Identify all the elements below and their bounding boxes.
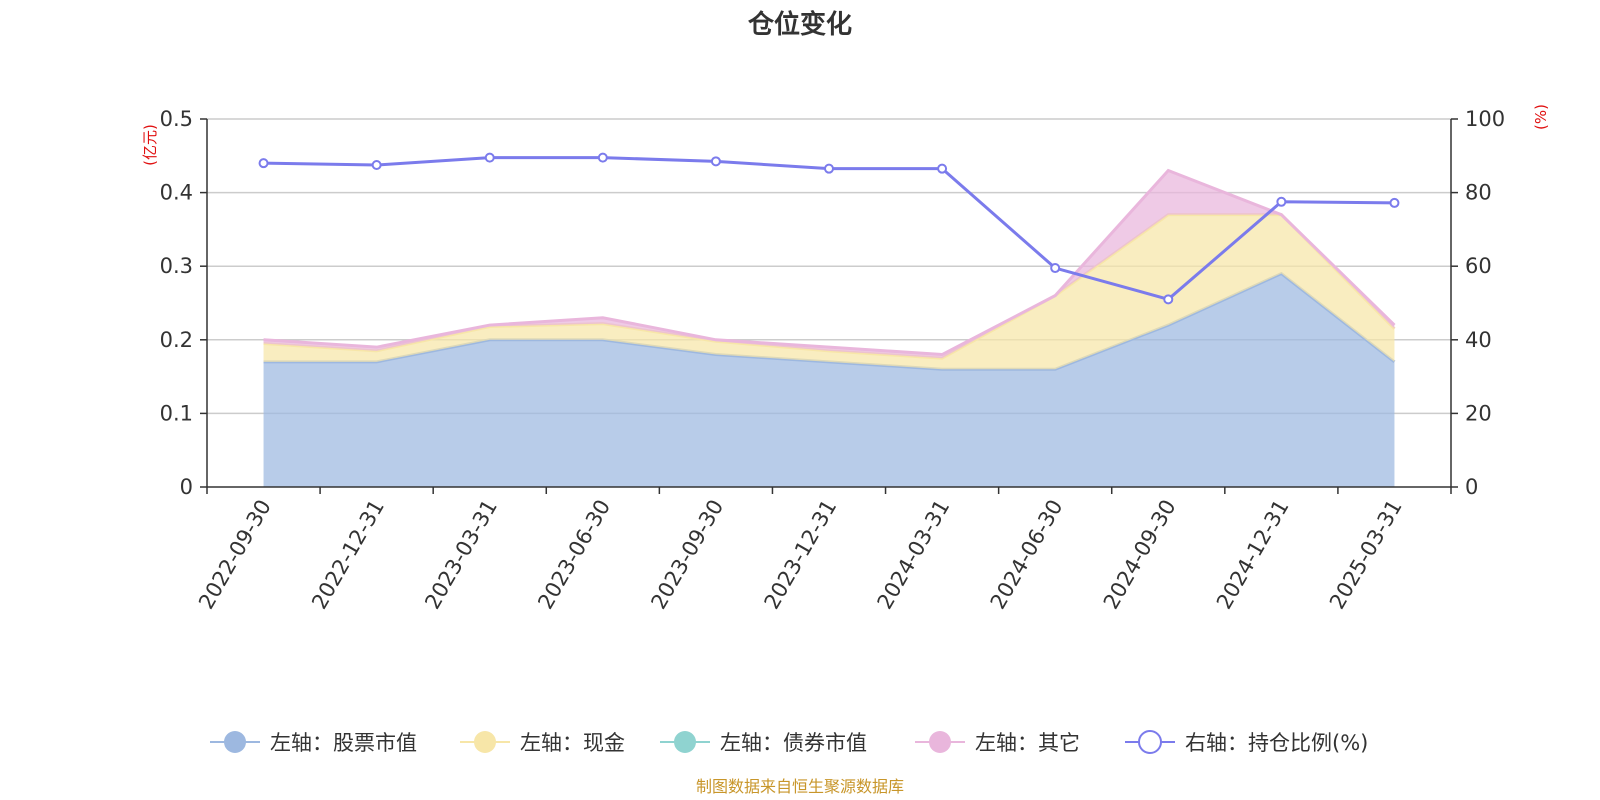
ratio-point[interactable] xyxy=(484,152,495,163)
legend-item[interactable]: 左轴：其它 xyxy=(915,731,1080,755)
right-tick-label: 60 xyxy=(1465,254,1492,278)
x-tick-label: 2023-09-30 xyxy=(646,496,728,614)
x-tick-label: 2024-12-31 xyxy=(1212,496,1294,614)
right-tick-label: 20 xyxy=(1465,401,1492,425)
legend-item[interactable]: 左轴：债券市值 xyxy=(660,731,867,755)
left-tick-label: 0 xyxy=(180,475,193,499)
x-tick-label: 2024-06-30 xyxy=(986,496,1068,614)
ratio-point[interactable] xyxy=(937,163,948,174)
area-edge xyxy=(263,168,1396,357)
legend-marker-icon xyxy=(224,731,246,753)
right-axis-unit: (%) xyxy=(1532,104,1550,130)
x-tick-label: 2024-09-30 xyxy=(1099,496,1181,614)
left-tick-label: 0.3 xyxy=(160,254,193,278)
ratio-point[interactable] xyxy=(1050,263,1061,274)
legend-marker-icon xyxy=(474,731,496,753)
x-tick-label: 2023-03-31 xyxy=(420,496,502,614)
legend-label: 左轴：其它 xyxy=(975,731,1080,755)
right-tick-label: 40 xyxy=(1465,328,1492,352)
legend-marker-icon xyxy=(1138,730,1162,754)
legend-label: 左轴：现金 xyxy=(520,731,625,755)
ratio-point[interactable] xyxy=(1276,196,1287,207)
legend[interactable]: 左轴：股票市值 左轴：现金 左轴：债券市值 左轴：其它 右轴：持仓比例(%) xyxy=(210,730,1368,755)
chart-title: 仓位变化 xyxy=(747,9,852,40)
legend-label: 左轴：债券市值 xyxy=(720,731,867,755)
right-tick-label: 0 xyxy=(1465,475,1478,499)
ratio-point[interactable] xyxy=(710,156,721,167)
x-tick-label: 2025-03-31 xyxy=(1325,496,1407,614)
left-axis-unit: (亿元) xyxy=(141,124,159,166)
left-tick-label: 0.4 xyxy=(160,181,193,205)
legend-marker-icon xyxy=(674,731,696,753)
ratio-point[interactable] xyxy=(597,152,608,163)
ratio-line xyxy=(258,152,1400,305)
stacked-areas xyxy=(263,168,1396,487)
ratio-point[interactable] xyxy=(371,160,382,170)
area-fill xyxy=(263,273,1395,487)
x-tick-label: 2022-12-31 xyxy=(307,496,389,614)
left-tick-label: 0.2 xyxy=(160,328,193,352)
data-source-note: 制图数据来自恒生聚源数据库 xyxy=(696,777,904,796)
legend-item[interactable]: 左轴：股票市值 xyxy=(210,731,417,755)
right-tick-label: 100 xyxy=(1465,107,1505,131)
area-fill xyxy=(263,214,1395,370)
legend-item[interactable]: 右轴：持仓比例(%) xyxy=(1125,730,1368,755)
ratio-point[interactable] xyxy=(1163,294,1174,305)
right-tick-label: 80 xyxy=(1465,181,1492,205)
x-tick-label: 2022-09-30 xyxy=(194,496,276,614)
x-tick-label: 2023-12-31 xyxy=(760,496,842,614)
ratio-point[interactable] xyxy=(824,163,834,174)
left-tick-label: 0.1 xyxy=(160,401,193,425)
left-tick-label: 0.5 xyxy=(160,107,193,131)
ratio-point[interactable] xyxy=(258,158,269,169)
legend-marker-icon xyxy=(929,731,951,753)
legend-item[interactable]: 左轴：现金 xyxy=(460,731,625,755)
ratio-point[interactable] xyxy=(1389,197,1400,208)
x-tick-label: 2023-06-30 xyxy=(533,496,615,614)
x-tick-label: 2024-03-31 xyxy=(873,495,955,613)
legend-label: 左轴：股票市值 xyxy=(270,731,417,755)
legend-label: 右轴：持仓比例(%) xyxy=(1185,731,1368,755)
